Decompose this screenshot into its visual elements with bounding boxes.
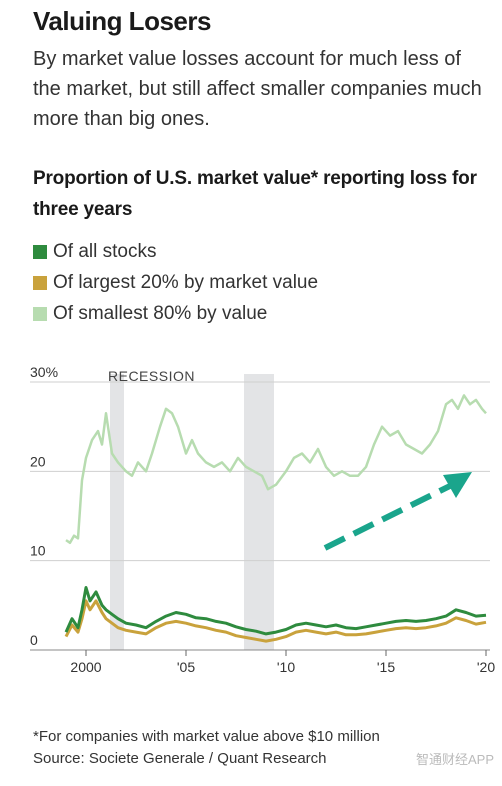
source: Source: Societe Generale / Quant Researc… <box>33 750 327 767</box>
series-line-1 <box>64 599 487 643</box>
x-tick-label-2015: '15 <box>377 659 395 675</box>
title: Valuing Losers <box>33 6 211 36</box>
legend-item-all-stocks: Of all stocks <box>33 236 318 267</box>
legend-item-smallest-80: Of smallest 80% by value <box>33 298 318 329</box>
line-chart: RECESSION 0 10 20 30% 2000 '05 '10 '15 '20 <box>30 364 495 675</box>
legend-item-largest-20: Of largest 20% by market value <box>33 267 318 298</box>
x-tick-label-2010: '10 <box>277 659 295 675</box>
y-tick-label-0: 0 <box>30 632 38 648</box>
legend: Of all stocks Of largest 20% by market v… <box>33 236 318 329</box>
series-line-2 <box>65 394 487 545</box>
legend-label-largest-20: Of largest 20% by market value <box>53 271 319 293</box>
x-tick-label-2005: '05 <box>177 659 195 675</box>
watermark: 智通财经APP <box>415 752 494 767</box>
y-tick-label-30: 30% <box>30 364 58 380</box>
y-tick-label-10: 10 <box>30 543 46 559</box>
legend-swatch-all-stocks <box>33 244 47 259</box>
recession-band-1 <box>244 374 274 650</box>
subtitle: By market value losses account for much … <box>33 48 482 130</box>
footnote: *For companies with market value above $… <box>33 728 380 745</box>
recession-band-0 <box>110 374 124 650</box>
x-tick-label-2000: 2000 <box>70 659 101 675</box>
legend-swatch-smallest-80 <box>33 306 47 321</box>
trend-arrow-shaft <box>323 479 460 551</box>
x-tick-label-2020: '20 <box>477 659 495 675</box>
series-line-0 <box>64 586 487 636</box>
legend-label-all-stocks: Of all stocks <box>53 240 157 262</box>
recession-label: RECESSION <box>108 368 195 384</box>
legend-swatch-largest-20 <box>33 275 47 290</box>
trend-arrow-head <box>443 472 472 498</box>
y-tick-label-20: 20 <box>30 453 46 469</box>
legend-label-smallest-80: Of smallest 80% by value <box>53 302 268 324</box>
chart-title: Proportion of U.S. market value* reporti… <box>33 168 477 220</box>
